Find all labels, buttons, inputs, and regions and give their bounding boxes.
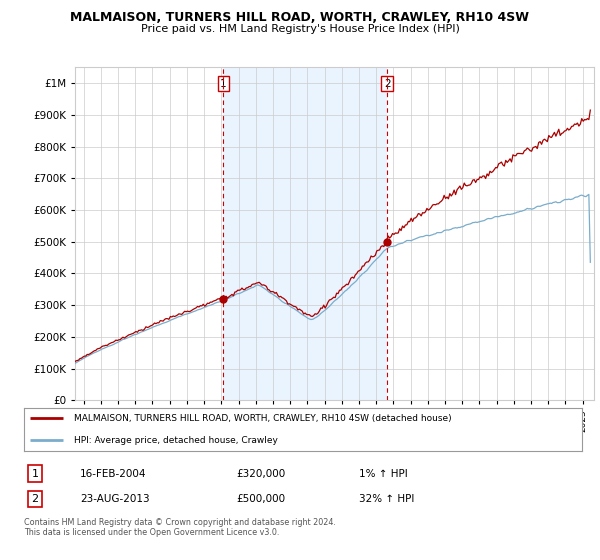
Text: 1: 1 [32, 469, 38, 479]
Text: MALMAISON, TURNERS HILL ROAD, WORTH, CRAWLEY, RH10 4SW (detached house): MALMAISON, TURNERS HILL ROAD, WORTH, CRA… [74, 414, 452, 423]
Text: 23-AUG-2013: 23-AUG-2013 [80, 494, 149, 504]
Bar [223, 67, 387, 400]
Text: 2: 2 [384, 79, 391, 89]
Text: £320,000: £320,000 [236, 469, 285, 479]
Text: 32% ↑ HPI: 32% ↑ HPI [359, 494, 414, 504]
Text: 1% ↑ HPI: 1% ↑ HPI [359, 469, 407, 479]
Text: 2: 2 [32, 494, 39, 504]
Text: HPI: Average price, detached house, Crawley: HPI: Average price, detached house, Craw… [74, 436, 278, 445]
Text: 16-FEB-2004: 16-FEB-2004 [80, 469, 146, 479]
Text: Contains HM Land Registry data © Crown copyright and database right 2024.
This d: Contains HM Land Registry data © Crown c… [24, 518, 336, 538]
Text: MALMAISON, TURNERS HILL ROAD, WORTH, CRAWLEY, RH10 4SW: MALMAISON, TURNERS HILL ROAD, WORTH, CRA… [71, 11, 530, 24]
Text: £500,000: £500,000 [236, 494, 285, 504]
Text: 1: 1 [220, 79, 227, 89]
Text: Price paid vs. HM Land Registry's House Price Index (HPI): Price paid vs. HM Land Registry's House … [140, 24, 460, 34]
